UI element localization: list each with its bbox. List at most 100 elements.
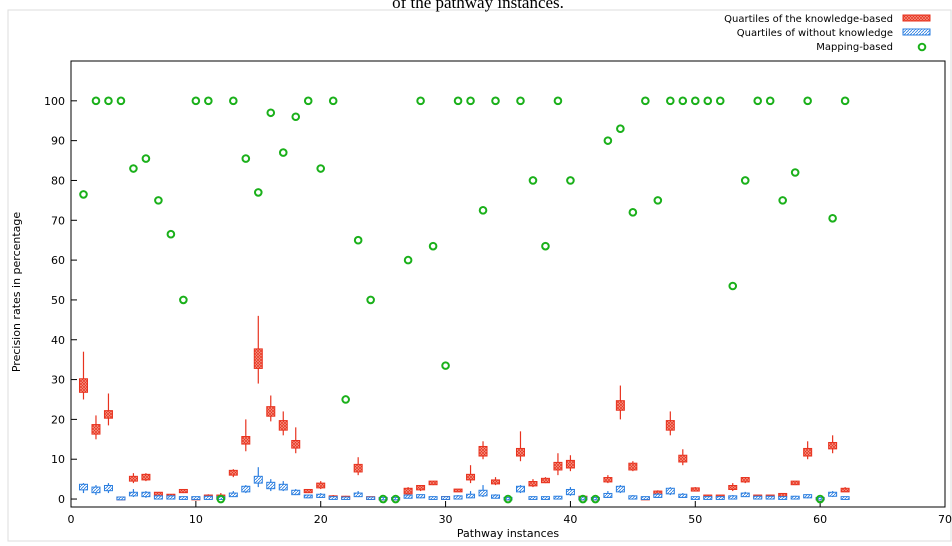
point bbox=[690, 96, 700, 106]
x-tick-label: 30 bbox=[439, 513, 453, 526]
box bbox=[565, 459, 575, 469]
box bbox=[528, 496, 538, 500]
y-axis-label: Precision rates in percentage bbox=[10, 212, 23, 373]
point bbox=[341, 395, 350, 404]
box bbox=[466, 473, 476, 481]
box bbox=[291, 489, 301, 496]
box bbox=[728, 484, 738, 490]
point bbox=[753, 96, 763, 106]
box bbox=[565, 488, 575, 496]
box bbox=[153, 495, 163, 500]
box bbox=[303, 488, 313, 494]
point bbox=[840, 96, 850, 106]
y-tick-label: 40 bbox=[51, 334, 65, 347]
point bbox=[216, 494, 226, 504]
box bbox=[403, 494, 413, 499]
box bbox=[228, 492, 238, 498]
box bbox=[803, 447, 813, 457]
point bbox=[416, 96, 425, 106]
point bbox=[428, 241, 438, 251]
box bbox=[178, 496, 188, 500]
box bbox=[603, 492, 613, 498]
box bbox=[366, 496, 376, 500]
point bbox=[141, 154, 151, 163]
y-tick-label: 70 bbox=[51, 214, 65, 227]
x-tick-label: 70 bbox=[938, 513, 952, 526]
point bbox=[229, 96, 238, 106]
box bbox=[241, 485, 251, 493]
point bbox=[740, 176, 750, 185]
x-tick-label: 40 bbox=[563, 513, 577, 526]
point bbox=[628, 208, 638, 217]
chart-title: of the pathway instances. bbox=[392, 0, 564, 12]
box bbox=[128, 475, 138, 482]
box bbox=[665, 487, 675, 495]
legend-label: Mapping-based bbox=[816, 42, 893, 53]
box bbox=[840, 487, 850, 493]
box bbox=[78, 378, 88, 393]
plot-frame bbox=[70, 60, 946, 508]
point bbox=[503, 494, 513, 504]
point bbox=[790, 168, 800, 177]
point bbox=[765, 96, 775, 106]
point bbox=[91, 96, 101, 106]
x-tick-label: 60 bbox=[813, 513, 827, 526]
box bbox=[316, 482, 326, 489]
point bbox=[491, 96, 500, 106]
box bbox=[703, 496, 713, 500]
point bbox=[566, 176, 575, 185]
box bbox=[266, 406, 276, 417]
legend-swatch bbox=[902, 28, 931, 36]
point bbox=[478, 206, 488, 215]
box bbox=[715, 496, 725, 500]
box bbox=[790, 480, 800, 486]
x-tick-label: 50 bbox=[688, 513, 702, 526]
box bbox=[253, 348, 263, 369]
box bbox=[416, 484, 426, 491]
box bbox=[303, 494, 313, 499]
point bbox=[378, 494, 388, 504]
box bbox=[778, 496, 788, 500]
point bbox=[291, 112, 301, 122]
box bbox=[103, 410, 113, 419]
point bbox=[179, 295, 188, 305]
box bbox=[453, 495, 463, 500]
box bbox=[441, 496, 451, 500]
point bbox=[616, 124, 625, 133]
box bbox=[353, 463, 363, 473]
point bbox=[166, 229, 176, 239]
point bbox=[528, 176, 538, 185]
point bbox=[778, 196, 787, 205]
point bbox=[191, 96, 201, 106]
box bbox=[228, 469, 238, 476]
x-tick-label: 20 bbox=[314, 513, 328, 526]
box bbox=[278, 483, 288, 491]
point bbox=[241, 154, 251, 163]
box bbox=[515, 447, 525, 457]
point bbox=[516, 96, 525, 106]
figure-border bbox=[7, 9, 952, 542]
point bbox=[803, 96, 812, 106]
point bbox=[591, 494, 600, 504]
box bbox=[690, 496, 700, 500]
box bbox=[241, 436, 251, 445]
box bbox=[540, 477, 550, 484]
x-tick-label: 0 bbox=[68, 513, 75, 526]
box bbox=[278, 420, 288, 431]
box bbox=[328, 496, 338, 500]
point bbox=[129, 164, 138, 173]
box bbox=[553, 461, 563, 471]
box bbox=[403, 487, 413, 495]
box bbox=[678, 454, 688, 463]
legend-swatch bbox=[902, 14, 931, 22]
point bbox=[328, 96, 338, 106]
box bbox=[141, 491, 151, 498]
box bbox=[178, 488, 188, 494]
point bbox=[116, 96, 126, 106]
point bbox=[366, 295, 375, 305]
y-tick-label: 20 bbox=[51, 413, 65, 426]
point bbox=[353, 235, 363, 245]
point bbox=[715, 96, 725, 106]
box bbox=[491, 494, 501, 499]
